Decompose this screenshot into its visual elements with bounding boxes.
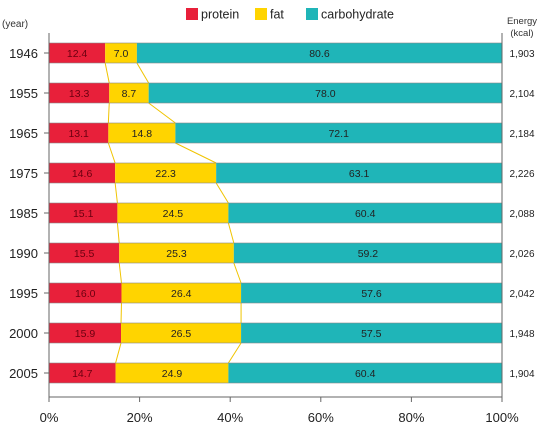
data-label-carbohydrate-2000: 57.5	[361, 328, 382, 340]
bar-carbohydrate-1975	[216, 163, 503, 183]
year-axis-label: (year)	[2, 19, 28, 30]
year-tick-label: 1955	[9, 86, 38, 101]
energy-value: 2,226	[509, 169, 534, 180]
data-label-fat-2005: 24.9	[162, 368, 183, 380]
energy-value: 1,903	[509, 49, 534, 60]
data-label-protein-1975: 14.6	[72, 168, 93, 180]
x-tick-label: 100%	[485, 410, 519, 425]
bar-carbohydrate-1946	[136, 43, 502, 63]
energy-header-line: (kcal)	[510, 28, 533, 39]
bar-fat-1985	[117, 203, 229, 223]
bar-protein-1990	[49, 243, 120, 263]
year-tick-label: 2000	[9, 326, 38, 341]
bar-fat-1965	[108, 123, 176, 143]
data-label-carbohydrate-1975: 63.1	[349, 168, 370, 180]
data-label-fat-1975: 22.3	[155, 168, 176, 180]
energy-values: 1,903 2,104 2,184 2,226 2,088 2,026 2,042 1,948…	[509, 49, 534, 380]
data-label-carbohydrate-1985: 60.4	[355, 208, 376, 220]
x-axis: 0% 20% 40% 60% 80% 100%	[40, 33, 519, 425]
data-label-fat-1955: 8.7	[122, 88, 137, 100]
bar-carbohydrate-2005	[228, 363, 502, 383]
energy-value: 2,042	[509, 289, 534, 300]
x-tick-label: 20%	[127, 410, 153, 425]
data-label-carbohydrate-1955: 78.0	[315, 88, 336, 100]
data-label-carbohydrate-1946: 80.6	[309, 48, 330, 60]
bar-fat-2000	[121, 323, 242, 343]
data-label-fat-1995: 26.4	[171, 288, 192, 300]
energy-value: 1,948	[509, 329, 534, 340]
bar-carbohydrate-1985	[228, 203, 502, 223]
bar-protein-1975	[49, 163, 116, 183]
data-label-protein-2005: 14.7	[72, 368, 93, 380]
data-label-protein-1946: 12.4	[67, 48, 88, 60]
data-label-fat-1990: 25.3	[166, 248, 187, 260]
data-label-protein-1985: 15.1	[73, 208, 94, 220]
bar-carbohydrate-1955	[148, 83, 502, 103]
data-label-fat-1985: 24.5	[163, 208, 184, 220]
bar-fat-1995	[121, 283, 242, 303]
energy-header: Energy(kcal)	[507, 16, 537, 39]
data-label-fat-1965: 14.8	[132, 128, 153, 140]
data-label-fat-1946: 7.0	[114, 48, 129, 60]
legend-swatch-fat	[255, 8, 267, 20]
legend-label-protein: protein	[201, 8, 239, 22]
bar-fat-1955	[109, 83, 149, 103]
bar-carbohydrate-1990	[233, 243, 502, 263]
data-label-fat-2000: 26.5	[171, 328, 192, 340]
year-tick-label: 1975	[9, 166, 38, 181]
energy-value: 2,088	[509, 209, 534, 220]
data-label-protein-2000: 15.9	[75, 328, 96, 340]
data-label-carbohydrate-2005: 60.4	[355, 368, 376, 380]
bar-protein-2005	[49, 363, 116, 383]
legend-label-fat: fat	[270, 8, 284, 22]
year-tick-label: 1965	[9, 126, 38, 141]
connector-line	[104, 62, 122, 364]
data-label-carbohydrate-1990: 59.2	[358, 248, 379, 260]
bar-protein-1946	[49, 43, 106, 63]
bar-carbohydrate-2000	[241, 323, 502, 343]
legend: protein fat carbohydrate	[186, 8, 394, 22]
bar-protein-1995	[49, 283, 122, 303]
x-tick-label: 0%	[40, 410, 59, 425]
data-label-carbohydrate-1995: 57.6	[361, 288, 382, 300]
energy-header-line: Energy	[507, 16, 537, 27]
data-label-carbohydrate-1965: 72.1	[328, 128, 349, 140]
energy-value: 2,184	[509, 129, 534, 140]
bar-fat-2005	[115, 363, 229, 383]
legend-label-carbohydrate: carbohydrate	[321, 8, 394, 22]
year-tick-label: 1946	[9, 46, 38, 61]
x-tick-label: 60%	[308, 410, 334, 425]
bar-carbohydrate-1965	[175, 123, 502, 143]
data-label-protein-1995: 16.0	[75, 288, 96, 300]
bar-protein-1985	[49, 203, 118, 223]
year-tick-labels: 1946 1955 1965 1975 1985 1990 1995 2000 2005	[9, 46, 49, 381]
bar-protein-2000	[49, 323, 122, 343]
x-tick-label: 40%	[217, 410, 243, 425]
data-label-protein-1990: 15.5	[74, 248, 95, 260]
segment-connectors	[104, 62, 242, 364]
year-tick-label: 2005	[9, 366, 38, 381]
bar-carbohydrate-1995	[241, 283, 502, 303]
energy-value: 2,104	[509, 89, 534, 100]
legend-swatch-carbohydrate	[306, 8, 318, 20]
bar-fat-1946	[105, 43, 137, 63]
bar-fat-1975	[115, 163, 217, 183]
x-tick-label: 80%	[398, 410, 424, 425]
bar-fat-1990	[119, 243, 234, 263]
bars: 12.4 7.0 80.6 13.3 8.7 78.0 13.1 14.8 72.1 14.6 22…	[48, 42, 503, 384]
bar-protein-1955	[49, 83, 110, 103]
year-tick-label: 1990	[9, 246, 38, 261]
year-tick-label: 1995	[9, 286, 38, 301]
bar-protein-1965	[49, 123, 109, 143]
connector-line	[136, 62, 242, 364]
data-label-protein-1955: 13.3	[69, 88, 90, 100]
legend-swatch-protein	[186, 8, 198, 20]
year-tick-label: 1985	[9, 206, 38, 221]
data-label-protein-1965: 13.1	[68, 128, 89, 140]
energy-value: 2,026	[509, 249, 534, 260]
energy-value: 1,904	[509, 369, 534, 380]
